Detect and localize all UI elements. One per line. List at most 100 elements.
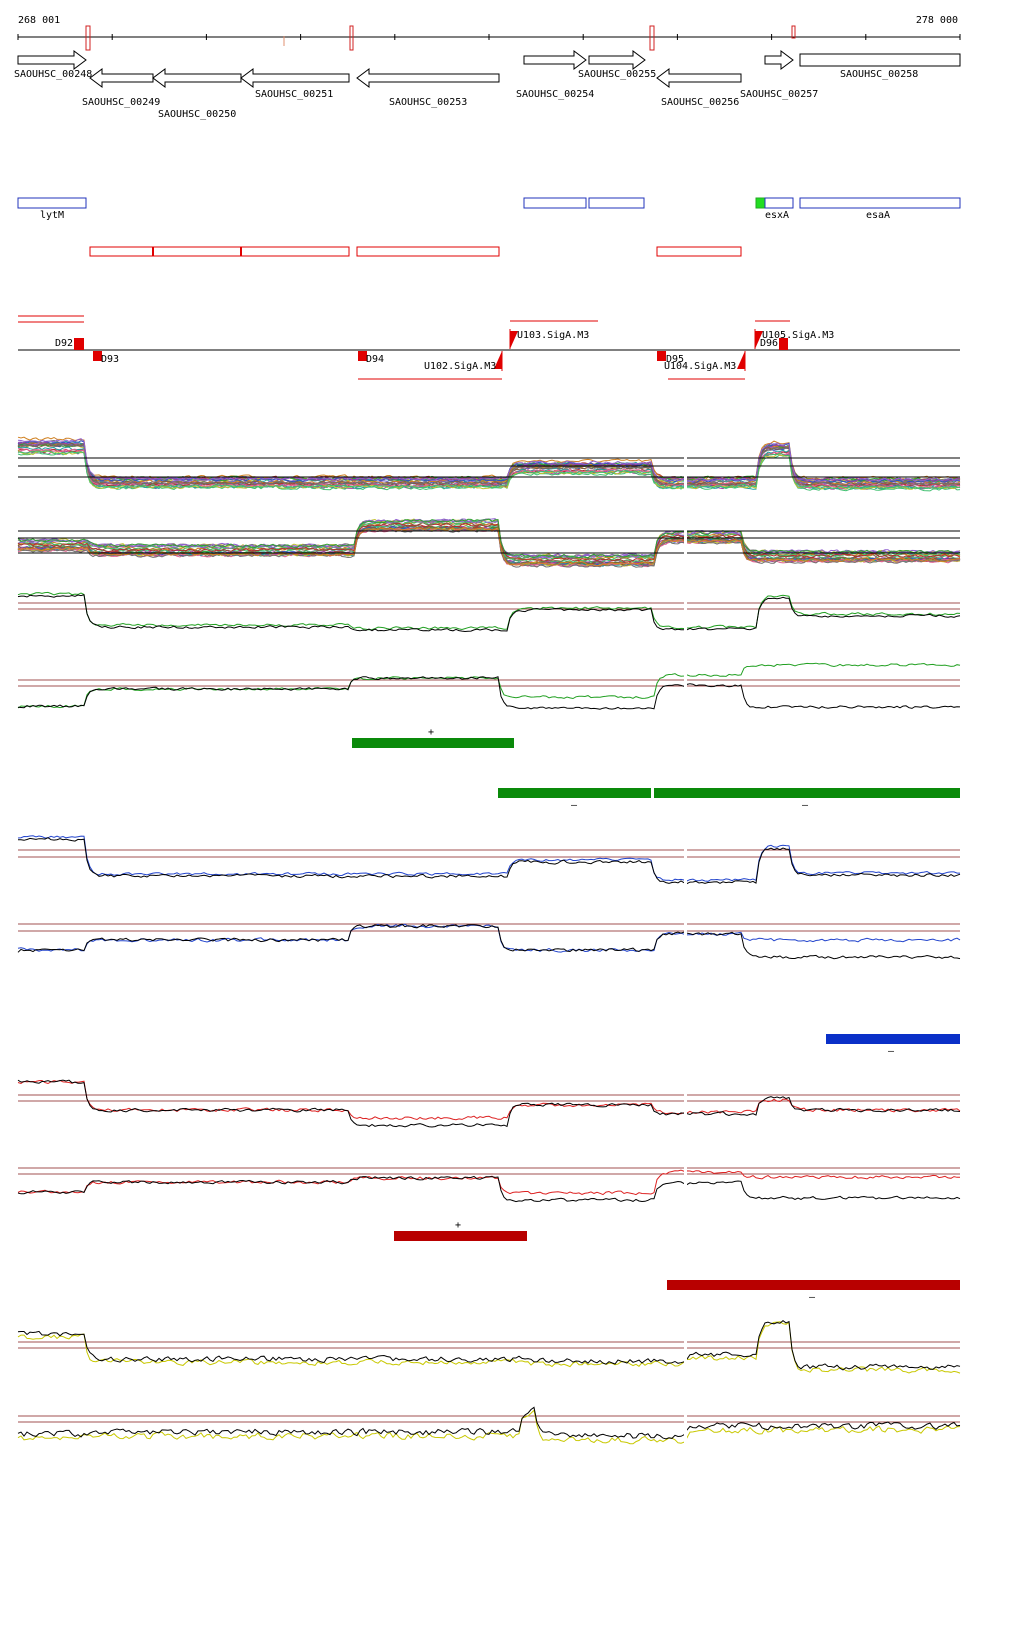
- gene-label: SAOUHSC_00253: [389, 97, 467, 108]
- gene-g251: SAOUHSC_00251: [240, 68, 350, 100]
- gene-arrow: [588, 50, 646, 70]
- multi-sample-line: [17, 443, 961, 483]
- multi-sample-line: [17, 438, 961, 483]
- coord-start: 268 001: [18, 15, 60, 26]
- promoter-mark-d93: [93, 351, 102, 361]
- track-gap: [684, 660, 687, 720]
- gene-label: SAOUHSC_00250: [158, 109, 236, 120]
- promoter-label-u102: U102.SigA.M3: [424, 361, 496, 372]
- gene-g250: SAOUHSC_00250: [152, 68, 242, 120]
- multi-sample-line: [17, 520, 961, 561]
- track-gap: [684, 590, 687, 640]
- gene-label: SAOUHSC_00248: [14, 69, 92, 80]
- gene-arrow: [356, 68, 500, 88]
- track-gap: [684, 1315, 687, 1380]
- orf-label-esxa: esxA: [765, 210, 789, 221]
- gene-label: SAOUHSC_00255: [578, 69, 656, 80]
- orf-label-lytm: lytM: [40, 210, 64, 221]
- gene-arrow: [17, 50, 87, 70]
- sample-line-blue: [17, 923, 961, 953]
- gene-label: SAOUHSC_00254: [516, 89, 594, 100]
- promoter-mark-u102: [494, 351, 502, 369]
- gene-g253: SAOUHSC_00253: [356, 68, 500, 108]
- track-gap: [684, 525, 687, 575]
- highlight-box-green: [755, 197, 766, 209]
- promoter-track: D92 D93 D94 U102.SigA.M3 U103.SigA.M3 D9…: [18, 315, 960, 380]
- track-gap: [684, 1400, 687, 1460]
- gene-g257: SAOUHSC_00257: [740, 50, 818, 100]
- multi-sample-line: [17, 522, 961, 563]
- promoter-label-d96: D96: [760, 338, 778, 349]
- promoter-label-d92: D92: [55, 338, 73, 349]
- promoter-mark-u105: [755, 331, 763, 349]
- multi-sample-line: [17, 518, 961, 559]
- multi-sample-line: [17, 450, 961, 490]
- promoter-label-u105: U105.SigA.M3: [762, 330, 834, 341]
- promoter-label-d94: D94: [366, 354, 384, 365]
- promoter-label-u104: U104.SigA.M3: [664, 361, 736, 372]
- promoter-mark-u103: [510, 331, 518, 349]
- gene-g249: SAOUHSC_00249: [82, 68, 160, 108]
- gene-arrow: [799, 53, 961, 67]
- orf-box-esaa: [799, 197, 961, 209]
- promoter-mark-d95: [657, 351, 666, 361]
- segment-bar-red-plus: [394, 1231, 527, 1241]
- gene-g258: SAOUHSC_00258: [799, 53, 961, 80]
- sample-line-black: [17, 1079, 961, 1128]
- promoter-label-u103: U103.SigA.M3: [517, 330, 589, 341]
- sample-line-black: [17, 594, 961, 633]
- multi-sample-line: [17, 449, 961, 490]
- gene-label: SAOUHSC_00256: [661, 97, 739, 108]
- segment-bars: + – – – + –: [352, 727, 960, 1303]
- gene-g248: SAOUHSC_00248: [14, 50, 92, 80]
- gene-label: SAOUHSC_00249: [82, 97, 160, 108]
- gene-arrow: [89, 68, 154, 88]
- sample-line-yellow: [17, 1409, 961, 1445]
- segment-mark-minus: –: [802, 800, 809, 811]
- segment-mark-plus: +: [455, 1220, 461, 1231]
- multi-sample-line: [17, 526, 961, 567]
- promoter-mark-u104: [737, 351, 745, 369]
- orf-box: [523, 197, 587, 209]
- sample-line-blue: [17, 835, 960, 882]
- gene-arrow: [152, 68, 242, 88]
- gene-g256: SAOUHSC_00256: [656, 68, 742, 108]
- gene-label: SAOUHSC_00251: [255, 89, 333, 100]
- sample-line-green: [17, 591, 961, 631]
- segment-bar-green-plus: [352, 738, 514, 748]
- track-gap: [684, 1070, 687, 1130]
- multi-sample-line: [17, 441, 961, 486]
- sample-line-black: [17, 1406, 961, 1440]
- gene-g254: SAOUHSC_00254: [516, 50, 594, 100]
- promoter-label-d93: D93: [101, 354, 119, 365]
- gene-label: SAOUHSC_00258: [840, 69, 918, 80]
- track-gap: [684, 910, 687, 970]
- segment-mark-plus: +: [428, 727, 434, 738]
- gene-arrow: [240, 68, 350, 88]
- feature-track: lytM esxA esaA: [17, 197, 961, 257]
- coord-end: 278 000: [916, 15, 958, 26]
- coordinate-ruler: 268 001 278 000: [17, 15, 961, 51]
- multi-sample-line: [17, 451, 961, 492]
- multi-sample-line: [17, 436, 961, 481]
- gene-label: SAOUHSC_00257: [740, 89, 818, 100]
- orf-box-lytm: [17, 197, 87, 209]
- segment-mark-minus: –: [571, 800, 578, 811]
- sample-line-black: [17, 676, 961, 710]
- promoter-label-d95: D95: [666, 354, 684, 365]
- red-feature-boxes: [89, 246, 742, 257]
- track-gap: [684, 830, 687, 890]
- promoter-mark-d94: [358, 351, 367, 361]
- segment-bar-green-minus: [498, 788, 651, 798]
- multi-sample-line: [17, 442, 961, 487]
- track-gap: [684, 1150, 687, 1210]
- sample-line-black: [17, 923, 961, 960]
- sample-line-red: [17, 1079, 961, 1121]
- promoter-mark-d96: [779, 338, 788, 350]
- sample-line-black: [17, 1319, 961, 1371]
- segment-bar-green-minus: [654, 788, 960, 798]
- segment-bar-blue-minus: [826, 1034, 960, 1044]
